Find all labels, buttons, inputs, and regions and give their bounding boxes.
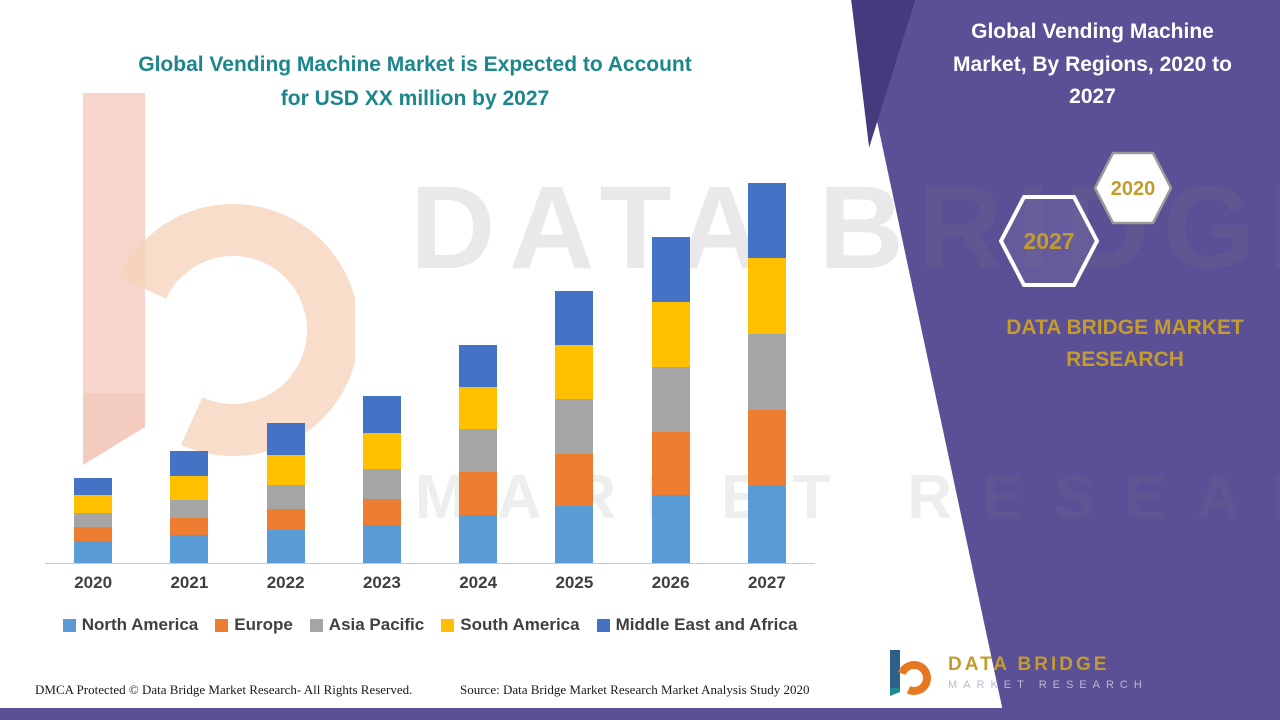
bar-segment-europe xyxy=(170,518,209,535)
bar-2020 xyxy=(74,478,113,563)
brand-text: DATA BRIDGE MARKET RESEARCH xyxy=(980,312,1270,375)
plot-area xyxy=(45,178,815,564)
x-axis-label-2025: 2025 xyxy=(555,573,594,592)
bar-segment-north-america xyxy=(651,495,690,563)
badge-2027-label: 2027 xyxy=(1023,228,1074,254)
x-axis-label-2023: 2023 xyxy=(362,573,401,592)
bar-segment-europe xyxy=(651,432,690,495)
legend-label: Middle East and Africa xyxy=(615,615,798,634)
chart-title-line1: Global Vending Machine Market is Expecte… xyxy=(138,53,692,76)
hexagon-badge-2020: 2020 xyxy=(1093,151,1173,225)
stacked-bar-chart: 2020 2021 2022 2023 2024 2025 2026 2027 North A… xyxy=(45,178,815,635)
company-logo-sub: MARKET RESEARCH xyxy=(948,678,1148,691)
bar-segment-europe xyxy=(362,499,401,525)
legend-label: Asia Pacific xyxy=(328,615,425,634)
legend-swatch xyxy=(441,618,455,632)
x-axis-label-2026: 2026 xyxy=(651,573,690,592)
legend-swatch xyxy=(596,618,610,632)
bar-segment-europe xyxy=(266,509,305,530)
bar-segment-europe xyxy=(747,410,786,486)
company-logo-icon xyxy=(890,650,931,696)
bar-segment-south-america xyxy=(555,345,594,399)
bar-segment-north-america xyxy=(170,535,209,563)
bar-segment-europe xyxy=(74,527,113,541)
legend-item-europe: Europe xyxy=(215,615,293,635)
legend-label: South America xyxy=(460,615,580,634)
company-logo-name: DATA BRIDGE xyxy=(948,653,1110,675)
bar-2025 xyxy=(555,291,594,563)
bar-segment-middle-east-and-africa xyxy=(747,183,786,258)
panel-title-line3: 2027 xyxy=(1069,85,1116,109)
bar-segment-south-america xyxy=(74,495,113,513)
bar-2024 xyxy=(459,345,498,563)
bar-segment-north-america xyxy=(362,525,401,563)
x-axis-label-2021: 2021 xyxy=(170,573,209,592)
hexagon-badge-2027: 2027 xyxy=(998,195,1100,287)
bar-segment-asia-pacific xyxy=(651,367,690,432)
x-axis-label-2022: 2022 xyxy=(266,573,305,592)
brand-text-line1: DATA BRIDGE MARKET xyxy=(1006,316,1244,339)
panel-title-line1: Global Vending Machine xyxy=(971,20,1214,43)
bar-segment-south-america xyxy=(362,433,401,469)
bar-segment-asia-pacific xyxy=(555,399,594,454)
bar-2027 xyxy=(747,183,786,563)
bar-segment-middle-east-and-africa xyxy=(459,345,498,387)
x-axis-label-2027: 2027 xyxy=(747,573,786,592)
brand-text-line2: RESEARCH xyxy=(1066,347,1184,371)
bar-segment-south-america xyxy=(459,387,498,429)
bar-segment-europe xyxy=(459,472,498,515)
bar-2022 xyxy=(266,423,305,563)
watermark-logo xyxy=(83,93,355,465)
footer-source-text: Source: Data Bridge Market Research Mark… xyxy=(460,682,810,697)
legend-item-middle-east-and-africa: Middle East and Africa xyxy=(596,615,798,635)
x-axis-label-2020: 2020 xyxy=(74,573,113,592)
bottom-purple-strip xyxy=(0,708,1280,720)
bar-segment-south-america xyxy=(747,258,786,334)
legend-item-south-america: South America xyxy=(441,615,580,635)
bar-segment-asia-pacific xyxy=(459,429,498,472)
bar-2023 xyxy=(362,396,401,563)
bar-segment-north-america xyxy=(74,541,113,563)
bar-segment-north-america xyxy=(747,486,786,563)
chart-legend: North America Europe Asia Pacific South Ame… xyxy=(45,615,815,635)
bar-segment-middle-east-and-africa xyxy=(651,237,690,302)
bar-segment-south-america xyxy=(266,455,305,485)
bar-segment-asia-pacific xyxy=(747,334,786,410)
legend-label: North America xyxy=(81,615,199,634)
bar-segment-north-america xyxy=(555,506,594,563)
bar-segment-middle-east-and-africa xyxy=(555,291,594,345)
legend-item-north-america: North America xyxy=(62,615,199,635)
bar-segment-north-america xyxy=(459,515,498,563)
legend-swatch xyxy=(309,618,323,632)
bar-segment-middle-east-and-africa xyxy=(74,478,113,495)
legend-swatch xyxy=(215,618,229,632)
company-logo: DATA BRIDGE MARKET RESEARCH xyxy=(882,646,1148,698)
bar-2026 xyxy=(651,237,690,563)
badge-2020-label: 2020 xyxy=(1111,178,1156,200)
legend-item-asia-pacific: Asia Pacific xyxy=(309,615,425,635)
legend-label: Europe xyxy=(234,615,293,634)
x-axis-labels: 2020 2021 2022 2023 2024 2025 2026 2027 xyxy=(45,573,815,593)
bar-segment-asia-pacific xyxy=(170,500,209,518)
bar-segment-asia-pacific xyxy=(362,469,401,499)
chart-title: Global Vending Machine Market is Expecte… xyxy=(105,48,725,115)
chart-title-line2: for USD XX million by 2027 xyxy=(280,86,550,110)
bar-segment-south-america xyxy=(651,302,690,367)
x-axis-label-2024: 2024 xyxy=(459,573,498,592)
panel-title: Global Vending Machine Market, By Region… xyxy=(920,16,1265,114)
bar-segment-south-america xyxy=(170,476,209,500)
bar-segment-middle-east-and-africa xyxy=(362,396,401,433)
footer-dmca-text: DMCA Protected © Data Bridge Market Rese… xyxy=(35,682,413,697)
bar-segment-middle-east-and-africa xyxy=(266,423,305,455)
bar-2021 xyxy=(170,451,209,563)
legend-swatch xyxy=(62,618,76,632)
panel-title-line2: Market, By Regions, 2020 to xyxy=(953,52,1232,76)
bar-segment-asia-pacific xyxy=(74,513,113,527)
bar-segment-north-america xyxy=(266,530,305,563)
bar-segment-europe xyxy=(555,454,594,506)
bar-segment-middle-east-and-africa xyxy=(170,451,209,476)
bar-segment-asia-pacific xyxy=(266,485,305,509)
